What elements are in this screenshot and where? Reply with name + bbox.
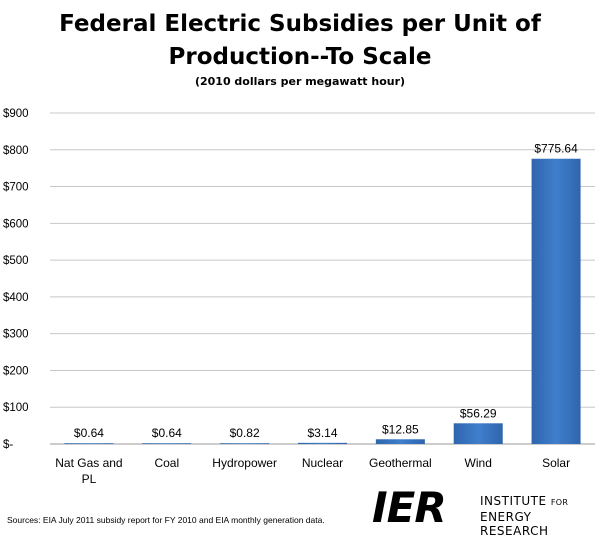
y-tick-label: $- <box>3 439 13 451</box>
bar <box>64 443 114 444</box>
y-tick-label: $400 <box>3 292 29 304</box>
y-tick-label: $300 <box>3 329 29 341</box>
logo-line-1: INSTITUTE FOR <box>480 494 596 510</box>
logo-mark: IER <box>372 483 447 532</box>
logo-word-institute: INSTITUTE <box>480 494 547 508</box>
bar <box>531 158 581 444</box>
logo-text: INSTITUTE FOR ENERGY RESEARCH <box>480 494 596 538</box>
logo-word-for: FOR <box>550 498 569 507</box>
data-label: $775.64 <box>534 142 578 156</box>
y-tick-label: $700 <box>3 182 29 194</box>
y-tick-label: $200 <box>3 365 29 377</box>
data-label: $56.29 <box>460 406 497 420</box>
x-tick-label: Geothermal <box>369 456 432 470</box>
x-tick-label: Solar <box>542 456 570 470</box>
bar <box>453 423 503 444</box>
logo-line-2: ENERGY RESEARCH <box>480 510 549 538</box>
chart-title-line-2: Production--To Scale <box>168 44 432 70</box>
x-tick-label: Hydropower <box>212 456 277 470</box>
data-label: $0.64 <box>152 426 182 440</box>
x-tick-label: Wind <box>465 456 492 470</box>
bar <box>298 442 347 444</box>
y-tick-label: $900 <box>3 108 29 120</box>
sources-footnote: Sources: EIA July 2011 subsidy report fo… <box>7 515 325 525</box>
gridlines <box>50 112 595 445</box>
ier-logo: IER INSTITUTE FOR ENERGY RESEARCH <box>372 483 596 539</box>
bar <box>375 439 425 444</box>
x-tick-label: Nat Gas and <box>55 456 122 470</box>
x-axis-category-labels: Nat Gas and PL Coal Hydropower Nuclear Geothe… <box>55 456 570 486</box>
y-tick-label: $800 <box>3 145 29 157</box>
data-label: $0.64 <box>74 426 104 440</box>
y-tick-label: $600 <box>3 218 29 230</box>
data-label: $0.82 <box>230 426 260 440</box>
bars <box>64 158 581 444</box>
data-label: $3.14 <box>307 426 337 440</box>
chart-title-line-1: Federal Electric Subsidies per Unit of <box>59 11 541 37</box>
bar <box>142 443 192 444</box>
data-label: $12.85 <box>382 422 419 436</box>
x-tick-label: PL <box>82 472 97 486</box>
bar <box>220 443 270 444</box>
y-tick-label: $100 <box>3 402 29 414</box>
y-tick-label: $500 <box>3 255 29 267</box>
y-axis-tick-labels: $- $100 $200 $300 $400 $500 $600 $700 $800 $900 <box>3 108 29 451</box>
chart-title-block: Federal Electric Subsidies per Unit of P… <box>0 8 600 88</box>
x-tick-label: Coal <box>154 456 179 470</box>
chart-subtitle: (2010 dollars per megawatt hour) <box>194 75 406 88</box>
data-labels: $0.64 $0.64 $0.82 $3.14 $12.85 $56.29 $775.64 <box>74 142 578 440</box>
x-tick-label: Nuclear <box>302 456 343 470</box>
